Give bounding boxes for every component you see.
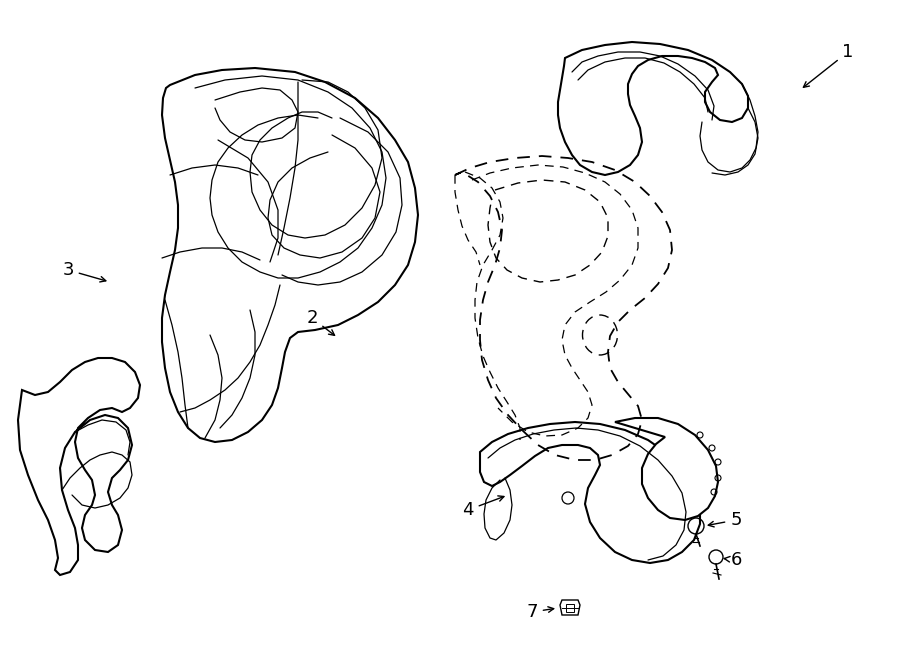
Polygon shape bbox=[615, 418, 718, 520]
Text: 1: 1 bbox=[804, 43, 854, 87]
Text: 4: 4 bbox=[463, 496, 504, 519]
Text: 2: 2 bbox=[306, 309, 335, 335]
Polygon shape bbox=[162, 68, 418, 442]
Polygon shape bbox=[480, 422, 700, 563]
Polygon shape bbox=[566, 604, 574, 612]
Polygon shape bbox=[558, 42, 748, 175]
Text: 5: 5 bbox=[708, 511, 742, 529]
Text: 3: 3 bbox=[62, 261, 106, 282]
Polygon shape bbox=[560, 600, 580, 615]
Text: 6: 6 bbox=[724, 551, 742, 569]
Text: 7: 7 bbox=[526, 603, 554, 621]
Polygon shape bbox=[18, 358, 140, 575]
